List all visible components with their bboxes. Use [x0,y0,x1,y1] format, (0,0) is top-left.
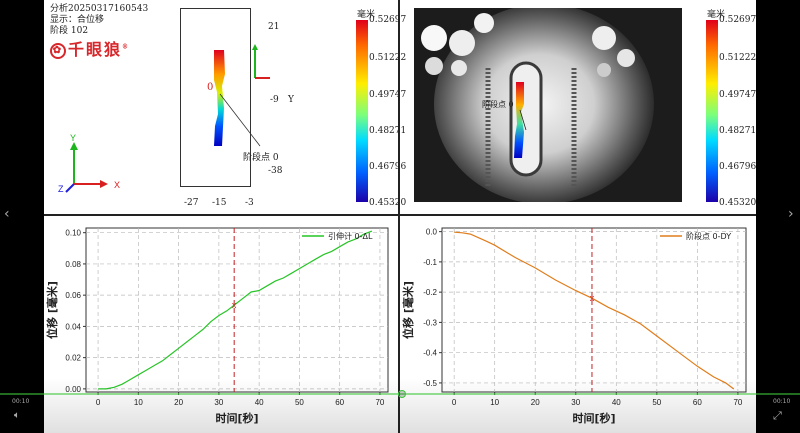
prev-chevron-icon[interactable]: ‹ [4,206,10,222]
series-line [454,231,735,390]
colorbar-right-tick-5: 0.46796 [719,162,757,172]
fullscreen-icon[interactable]: ⤢ [773,409,782,422]
y-axis-label: 位移 [毫米] [45,281,59,339]
next-chevron-icon[interactable]: › [788,206,794,222]
legend-label: 阶段点 0-DY [686,231,731,241]
colorbar-left-tick-1: 0.52697 [369,15,407,25]
colorbar-left-tick-5: 0.46796 [369,162,407,172]
displacement-chart-point-dy: 0 10 20 30 40 50 60 70 0.0 -0.1 -0.2 -0.3 -0.4 -0.5 x 阶… [401,227,747,425]
camera-image: 阶段点 0 [414,8,682,202]
x-tick-label: 30 [571,398,580,407]
colorbar-right-tick-6: 0.45320 [719,198,757,208]
colorbar-right-unit: 毫米 [707,10,726,20]
logo-text: 千眼狼 [68,40,123,59]
y-axis-label: 位移 [毫米] [401,281,415,339]
camera-scene: 阶段点 0 [414,8,682,202]
logo-registered: ® [122,43,131,51]
colorbar-left-unit: 毫米 [357,10,376,20]
y-tick-label: 0.10 [65,229,81,238]
mesh-right-tick-3: -38 [268,166,283,176]
y-tick-label: 0.00 [65,385,81,394]
x-axis-label: 时间[秒] [572,411,615,425]
colorbar-left-tick-2: 0.51222 [369,53,407,63]
x-tick-label: 60 [335,398,344,407]
x-tick-label: 10 [490,398,499,407]
colorbar-left-tick-4: 0.48271 [369,126,407,136]
axis-x-label: X [114,180,120,190]
plot-area [85,227,389,393]
x-tick-label: 0 [96,398,101,407]
mesh-bottom-tick-2: -15 [212,198,227,208]
plot-area [441,227,747,393]
x-tick-label: 40 [255,398,264,407]
time-elapsed: 00:10 [12,398,30,405]
logo-mark-icon: ✿ [50,43,66,59]
legend-label: 引伸计 0-ΔL [328,231,373,241]
x-tick-label: 0 [452,398,457,407]
x-tick-label: 30 [214,398,223,407]
series-marker-label: x [232,300,237,310]
y-tick-label: -0.2 [423,288,437,297]
x-tick-label: 40 [612,398,621,407]
mesh-right-tick-2: -9 [270,95,279,105]
axis-z-label: Z [58,184,64,194]
camera-point-label: 阶段点 0 [482,99,514,109]
y-tick-label: 0.08 [65,260,81,269]
axis-y-label: Y [70,133,76,143]
x-tick-label: 70 [375,398,384,407]
mesh-marker-zero: 0 [207,82,214,93]
y-tick-label: 0.02 [65,354,81,363]
displacement-chart-extensometer: 0 10 20 30 40 50 60 70 0.00 0.02 0.04 0.06 0.08 0.10 x… [45,227,389,425]
time-total: 00:10 [773,398,791,405]
x-tick-label: 20 [174,398,183,407]
progress-knob[interactable] [398,390,406,398]
x-axis-label: 时间[秒] [215,411,258,425]
colorbar-right-tick-2: 0.51222 [719,53,757,63]
y-tick-label: 0.04 [65,322,81,331]
y-tick-label: -0.4 [423,349,437,358]
colorbar-left-tick-3: 0.49747 [369,90,407,100]
brand-logo: ✿ 千眼狼® [50,36,130,60]
x-tick-label: 50 [652,398,661,407]
colorbar-right-tick-1: 0.52697 [719,15,757,25]
y-tick-label: -0.1 [423,258,437,267]
mesh-view [180,8,270,187]
stage-number: 阶段 102 [50,26,89,36]
volume-icon[interactable]: 🔈︎ [14,410,20,421]
x-tick-label: 50 [295,398,304,407]
colorbar-right [706,20,718,202]
x-tick-label: 10 [134,398,143,407]
series-line [98,230,373,390]
x-tick-label: 60 [693,398,702,407]
mesh-right-axis-label: Y [288,95,294,105]
x-tick-label: 20 [531,398,540,407]
mesh-point-label: 阶段点 0 [243,153,279,163]
x-tick-label: 70 [733,398,742,407]
display-mode: 显示：合位移 [50,15,105,25]
y-tick-label: 0.0 [426,228,438,237]
analysis-info: 分析20250317160543 显示：合位移 阶段 102 [50,4,148,37]
colorbar-left [356,20,368,202]
mesh-bottom-tick-3: -3 [245,198,254,208]
series-marker-label: x [590,293,595,303]
y-tick-label: -0.3 [423,318,437,327]
mesh-right-tick-1: 21 [268,22,280,32]
analysis-id: 分析20250317160543 [50,4,149,14]
vertical-divider [398,0,400,433]
axis-triad: Y X Z [58,133,120,194]
mesh-bottom-tick-1: -27 [184,198,199,208]
colorbar-left-tick-6: 0.45320 [369,198,407,208]
y-tick-label: 0.06 [65,291,81,300]
colorbar-right-tick-3: 0.49747 [719,90,757,100]
video-progress-bar[interactable] [0,390,800,398]
player-overlay [44,378,756,433]
colorbar-right-tick-4: 0.48271 [719,126,757,136]
horizontal-divider [44,214,756,216]
y-tick-label: -0.5 [423,379,437,388]
